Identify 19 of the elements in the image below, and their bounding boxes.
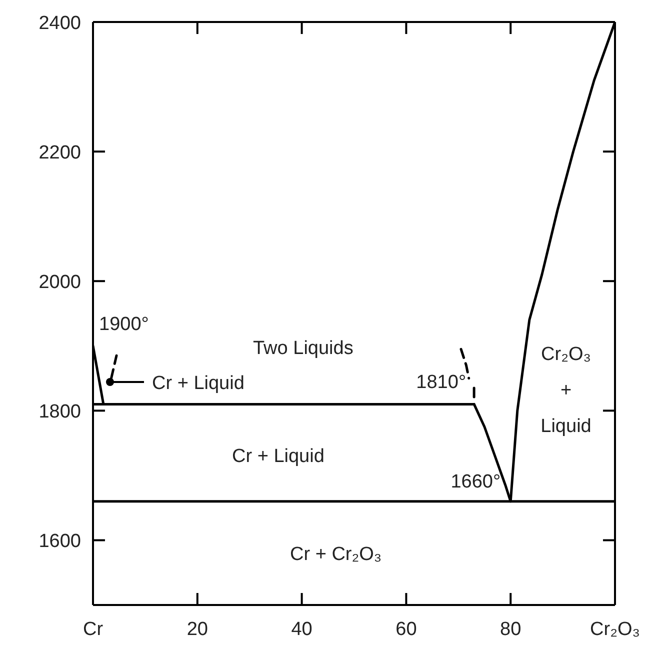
annotation: 1900° <box>99 314 149 335</box>
x-tick-label: Cr₂O₃ <box>590 619 640 640</box>
annotation: Cr + Liquid <box>152 373 244 394</box>
y-tick-label: 2400 <box>38 13 81 34</box>
annotation: 1660° <box>450 471 501 492</box>
x-tick-label: 60 <box>396 619 417 640</box>
x-tick-label: Cr <box>82 619 104 640</box>
x-tick-label: 40 <box>291 619 312 640</box>
annotation: 1810° <box>416 372 466 394</box>
y-tick-label: 1600 <box>38 531 81 552</box>
y-tick-label: 2000 <box>38 272 81 294</box>
annotation: Cr₂O₃ + Liquid <box>540 344 592 437</box>
x-tick-label: 20 <box>186 619 208 640</box>
y-tick-label: 1800 <box>38 402 81 423</box>
y-tick-label: 2200 <box>38 142 81 164</box>
annotation: Two Liquids <box>253 338 354 359</box>
annotation: Cr + Liquid <box>232 446 324 467</box>
x-tick-label: 80 <box>500 619 522 640</box>
annotation: Cr + Cr₂O₃ <box>290 544 382 565</box>
